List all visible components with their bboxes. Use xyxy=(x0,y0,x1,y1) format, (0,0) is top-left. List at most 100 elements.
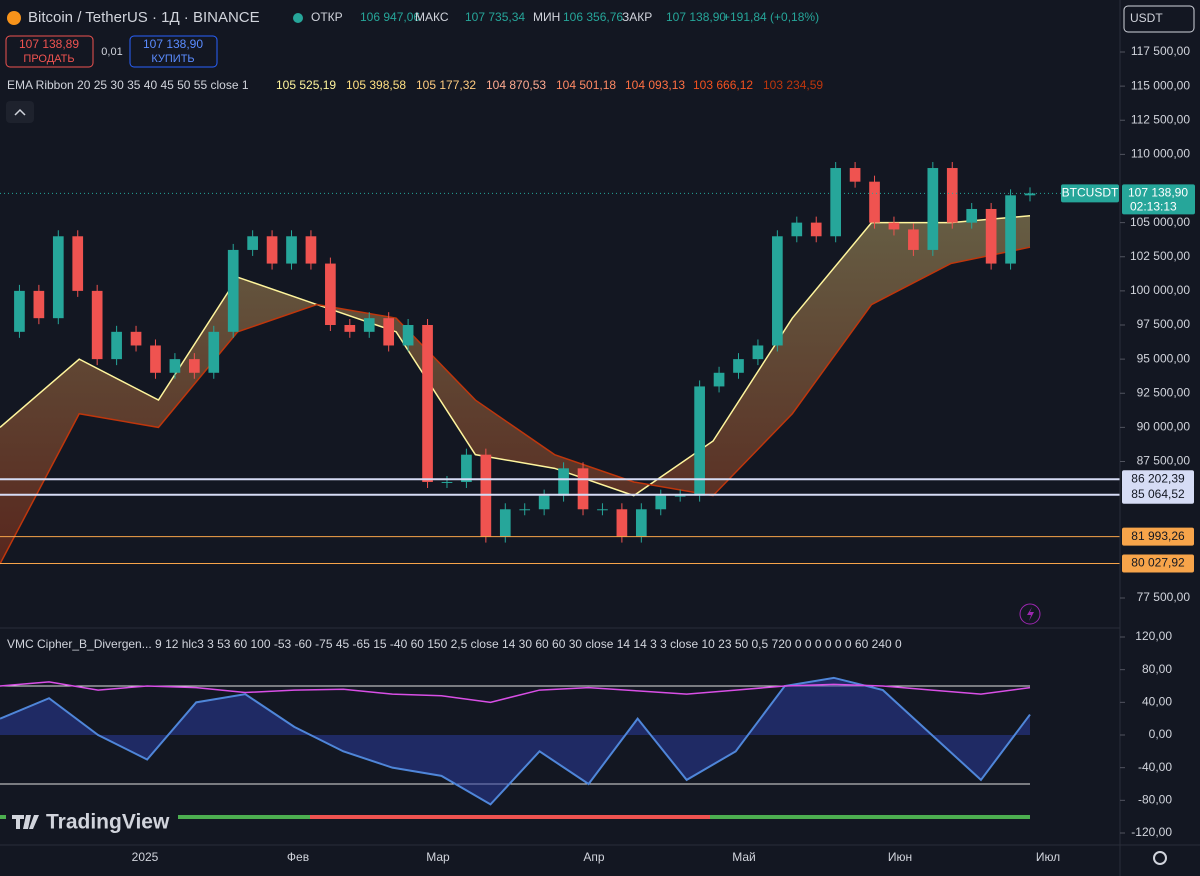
osc-tick-label: 0,00 xyxy=(1149,727,1173,741)
candle-body xyxy=(422,325,433,482)
candle-body xyxy=(305,236,317,264)
candle-body xyxy=(752,345,764,360)
x-tick-label: Фев xyxy=(287,850,309,864)
candle-body xyxy=(188,359,200,373)
ema-legend-values: 105 525,19 105 398,58 105 177,32 104 870,53… xyxy=(276,78,823,92)
last-price-label: 107 138,90 xyxy=(1128,186,1188,200)
currency-label: USDT xyxy=(1130,11,1163,25)
osc-tick-label: -80,00 xyxy=(1138,793,1172,807)
level-label: 86 202,39 xyxy=(1131,471,1185,485)
level-label-bg xyxy=(1122,554,1194,573)
candle-body xyxy=(150,345,161,373)
candle-body xyxy=(538,495,550,510)
symbol-title[interactable]: Bitcoin / TetherUS · 1Д · BINANCE xyxy=(28,9,260,26)
money-flow-line xyxy=(0,681,1031,704)
candle-body xyxy=(111,331,122,360)
settings-icon[interactable] xyxy=(1153,851,1167,865)
y-tick-label: 90 000,00 xyxy=(1137,420,1191,434)
symbol-tag-bg xyxy=(1061,184,1119,203)
plot-area xyxy=(0,162,1120,806)
candle-body xyxy=(383,318,395,346)
candle-body xyxy=(227,249,239,332)
buy-button[interactable] xyxy=(129,35,218,68)
y-tick-label: 105 000,00 xyxy=(1130,215,1190,229)
ema-value: 105 177,32 xyxy=(416,78,476,92)
ema-value: 105 398,58 xyxy=(346,78,406,92)
oscillator-label[interactable]: VMC Cipher_B_Divergen... 9 12 hlc3 3 53 … xyxy=(7,637,902,651)
candle-body xyxy=(830,168,842,237)
currency-button[interactable] xyxy=(1123,5,1195,33)
candle-body xyxy=(616,509,628,537)
candle-body xyxy=(499,509,511,537)
sell-label: ПРОДАТЬ xyxy=(23,53,74,65)
candle-body xyxy=(441,481,453,483)
candle-body xyxy=(733,359,744,373)
ema-value: 104 870,53 xyxy=(486,78,546,92)
symbol-tag: BTCUSDT xyxy=(1062,186,1119,200)
candle-body xyxy=(286,236,297,264)
candle-body xyxy=(946,168,958,223)
logo-text[interactable]: TradingView xyxy=(46,811,170,834)
candle-body xyxy=(558,468,569,496)
x-tick-label: Июн xyxy=(888,850,912,864)
low-value: 106 356,76 xyxy=(563,10,623,24)
candle-body xyxy=(597,509,608,511)
osc-tick-label: 40,00 xyxy=(1142,695,1172,709)
osc-tick-label: 120,00 xyxy=(1135,629,1172,643)
ribbon-fill xyxy=(0,215,1030,564)
x-tick-label: Мар xyxy=(426,850,450,864)
candle-body xyxy=(363,318,375,332)
countdown: 02:13:13 xyxy=(1130,200,1177,214)
y-tick-label: 97 500,00 xyxy=(1137,317,1191,331)
collapse-icon xyxy=(14,108,26,116)
candle-body xyxy=(519,509,531,511)
y-tick-label: 95 000,00 xyxy=(1137,351,1191,365)
change-value: +191,84 (+0,18%) xyxy=(723,10,819,24)
alert-icon[interactable] xyxy=(1019,603,1041,625)
candle-body xyxy=(1005,195,1016,264)
candle-body xyxy=(577,468,589,510)
ema-value: 105 525,19 xyxy=(276,78,336,92)
osc-tick-label: 80,00 xyxy=(1142,662,1172,676)
collapse-button[interactable] xyxy=(6,101,34,123)
candle-body xyxy=(52,236,64,319)
x-tick-label: Май xyxy=(732,850,756,864)
candle-body xyxy=(72,236,84,291)
candle-body xyxy=(266,236,278,264)
candle-body xyxy=(1024,193,1036,196)
open-label: ОТКР xyxy=(311,10,343,24)
high-label: МАКС xyxy=(415,10,449,24)
sell-price: 107 138,89 xyxy=(19,37,79,51)
y-tick-label: 102 500,00 xyxy=(1130,249,1190,263)
y-tick-label: 100 000,00 xyxy=(1130,283,1190,297)
sell-button[interactable] xyxy=(5,35,94,68)
y-tick-label: 115 000,00 xyxy=(1131,78,1190,92)
buy-label: КУПИТЬ xyxy=(151,53,194,65)
candle-body xyxy=(635,509,647,537)
wave-line xyxy=(0,676,1031,806)
candle-body xyxy=(14,290,25,332)
high-value: 107 735,34 xyxy=(465,10,525,24)
ema-value: 103 234,59 xyxy=(763,78,823,92)
level-label-bg xyxy=(1122,485,1194,504)
ema-legend-label[interactable]: EMA Ribbon 20 25 30 35 40 45 50 55 close… xyxy=(7,78,249,92)
ema-value: 103 666,12 xyxy=(693,78,753,92)
x-tick-label: Апр xyxy=(583,850,605,864)
y-tick-label: 77 500,00 xyxy=(1137,590,1191,604)
alert-bolt xyxy=(1027,607,1034,621)
osc-tick-label: -120,00 xyxy=(1131,825,1172,839)
candle-body xyxy=(461,454,472,482)
candle-body xyxy=(927,168,939,250)
candle-body xyxy=(208,331,220,373)
y-tick-label: 87 500,00 xyxy=(1137,454,1191,468)
wave-area xyxy=(0,677,1030,805)
level-label: 80 027,92 xyxy=(1131,556,1185,570)
level-label-bg xyxy=(1122,470,1194,489)
candle-body xyxy=(869,181,880,223)
level-label: 85 064,52 xyxy=(1131,487,1185,501)
candle-body xyxy=(985,208,997,264)
level-label-bg xyxy=(1122,527,1194,546)
